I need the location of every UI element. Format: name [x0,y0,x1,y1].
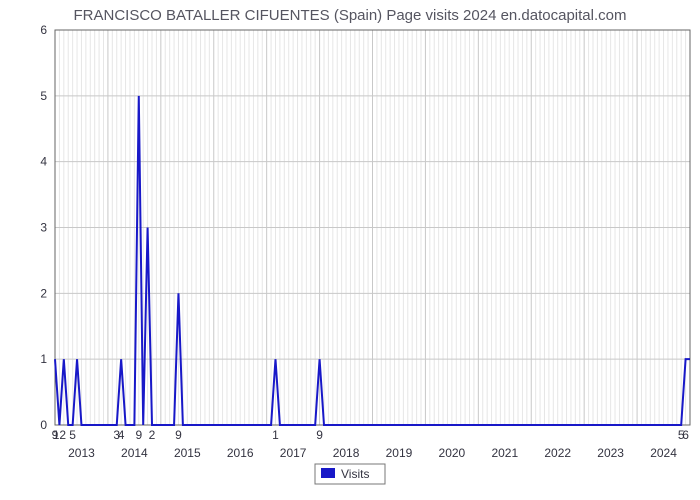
y-tick: 1 [40,352,47,366]
y-tick: 6 [40,23,47,37]
x-year: 2024 [650,446,677,460]
x-year: 2021 [491,446,518,460]
visits-chart: FRANCISCO BATALLER CIFUENTES (Spain) Pag… [0,0,700,500]
x-minor-label: 9 [175,428,182,442]
x-year: 2014 [121,446,148,460]
chart-title: FRANCISCO BATALLER CIFUENTES (Spain) Pag… [74,7,627,24]
x-minor-label: 12 [53,428,67,442]
x-minor-label: 1 [272,428,279,442]
x-year: 2022 [544,446,571,460]
x-year-labels: 2013 2014 2015 2016 2017 2018 2019 2020 2021 2022… [68,446,677,460]
x-year: 2016 [227,446,254,460]
y-tick: 5 [40,89,47,103]
x-minor-label: 2 [149,428,156,442]
y-tick-labels: 0 1 2 3 4 5 6 [40,23,47,432]
x-year: 2023 [597,446,624,460]
legend-swatch [321,468,335,478]
x-year: 2018 [333,446,360,460]
y-tick: 3 [40,221,47,235]
x-year: 2019 [386,446,413,460]
x-minor-labels: 9125349291956 [52,428,690,442]
legend: Visits [315,464,385,484]
x-year: 2015 [174,446,201,460]
x-minor-label: 4 [118,428,125,442]
x-year: 2017 [280,446,307,460]
y-tick: 0 [40,418,47,432]
x-minor-label: 5 [69,428,76,442]
x-minor-label: 6 [682,428,689,442]
legend-label: Visits [341,467,369,481]
y-tick: 2 [40,286,47,300]
x-minor-label: 9 [135,428,142,442]
x-year: 2013 [68,446,95,460]
x-minor-label: 9 [316,428,323,442]
y-tick: 4 [40,155,47,169]
x-year: 2020 [439,446,466,460]
